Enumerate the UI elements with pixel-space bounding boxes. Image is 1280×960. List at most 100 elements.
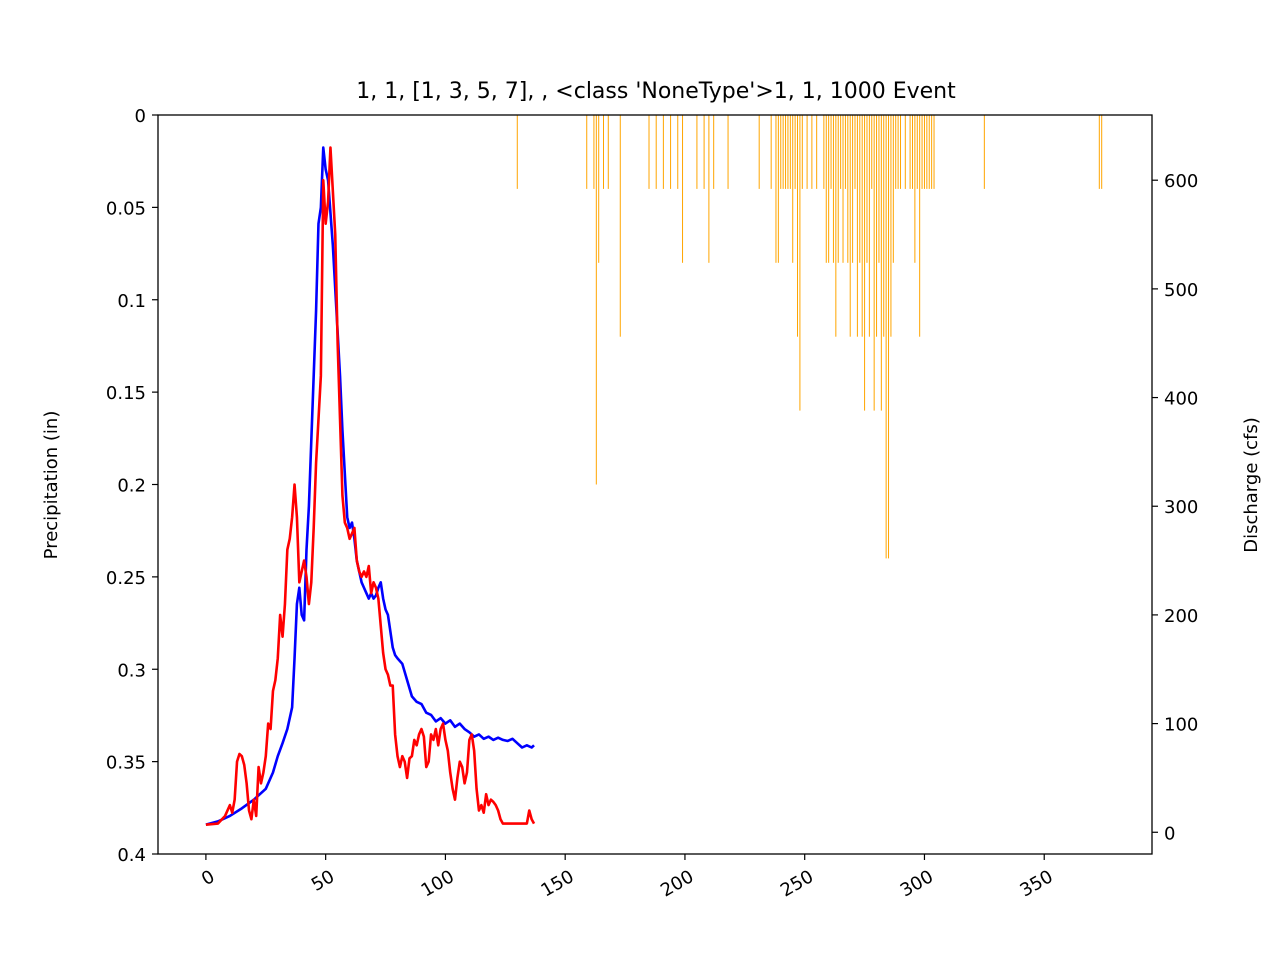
precipitation-bar <box>842 115 844 263</box>
precipitation-bar <box>770 115 772 189</box>
y-left-tick-label: 0.3 <box>117 660 146 681</box>
y-right-tick-label: 200 <box>1164 606 1198 627</box>
precipitation-bar <box>883 115 885 337</box>
precipitation-bar <box>677 115 679 189</box>
precipitation-bar <box>919 115 921 337</box>
precipitation-bar <box>895 115 897 189</box>
precipitation-bar <box>828 115 830 263</box>
y-left-tick-label: 0 <box>135 106 146 127</box>
precipitation-bar <box>595 115 597 485</box>
precipitation-bar <box>873 115 875 411</box>
precipitation-bar <box>928 115 930 189</box>
y-axis-right-label: Discharge (cfs) <box>1241 417 1262 553</box>
precipitation-bar <box>792 115 794 263</box>
precipitation-bar <box>880 115 882 411</box>
precipitation-bar <box>983 115 985 189</box>
precipitation-bar <box>708 115 710 263</box>
y-right-tick-label: 400 <box>1164 389 1198 410</box>
precipitation-bar <box>801 115 803 189</box>
precipitation-bar <box>682 115 684 263</box>
precipitation-bar <box>852 115 854 263</box>
precipitation-bar <box>914 115 916 263</box>
y-left-tick-label: 0.15 <box>106 383 146 404</box>
precipitation-bar <box>926 115 928 189</box>
precipitation-bar <box>840 115 842 189</box>
chart-title: 1, 1, [1, 3, 5, 7], , <class 'NoneType'>… <box>356 79 956 104</box>
y-axis-right: 0 100 200 300 400 500 600 <box>1152 171 1198 844</box>
precipitation-bar <box>777 115 779 263</box>
precipitation-bar <box>670 115 672 189</box>
discharge-series <box>205 146 536 826</box>
precipitation-bar <box>1101 115 1103 189</box>
precipitation-bar <box>890 115 892 337</box>
precipitation-bar <box>885 115 887 559</box>
precipitation-bar <box>586 115 588 189</box>
precipitation-bar <box>806 115 808 189</box>
y-axis-left-label: Precipitation (in) <box>41 411 62 560</box>
y-axis-left: 0 0.05 0.1 0.15 0.2 0.25 0.3 0.35 0.4 <box>106 106 158 866</box>
precipitation-bar <box>923 115 925 189</box>
y-left-tick-label: 0.2 <box>117 476 146 497</box>
y-left-tick-label: 0.25 <box>106 568 146 589</box>
series-line-2 <box>205 146 536 826</box>
precipitation-bar <box>713 115 715 189</box>
precipitation-bar <box>797 115 799 337</box>
precipitation-bar <box>909 115 911 189</box>
precipitation-bar <box>603 115 604 189</box>
precipitation-bar <box>900 115 902 189</box>
y-left-tick-label: 0.05 <box>106 198 146 219</box>
precipitation-bar <box>849 115 851 337</box>
precipitation-bar <box>703 115 705 189</box>
precipitation-bar <box>598 115 600 263</box>
precipitation-bar <box>897 115 899 189</box>
series-line-1 <box>205 146 535 826</box>
precipitation-bar <box>844 115 846 189</box>
precipitation-bar <box>933 115 935 189</box>
precipitation-bar <box>823 115 825 189</box>
precipitation-bar <box>785 115 787 189</box>
precipitation-bar <box>811 115 813 189</box>
precipitation-bar <box>835 115 837 337</box>
precipitation-bar <box>655 115 657 189</box>
precipitation-bar <box>758 115 760 189</box>
y-right-tick-label: 0 <box>1164 823 1175 844</box>
precipitation-bar <box>847 115 849 263</box>
precipitation-bar <box>662 115 664 189</box>
precipitation-bar <box>1098 115 1100 189</box>
precipitation-bar <box>856 115 858 337</box>
precipitation-bar <box>859 115 861 263</box>
precipitation-bar <box>911 115 913 189</box>
precipitation-bar <box>871 115 873 189</box>
precipitation-bar <box>775 115 777 263</box>
precipitation-bar <box>861 115 863 337</box>
precipitation-bar <box>787 115 789 189</box>
precipitation-bar <box>696 115 698 189</box>
precipitation-bar <box>916 115 918 189</box>
precipitation-bar <box>904 115 906 189</box>
precipitation-bar <box>619 115 621 337</box>
y-left-tick-label: 0.1 <box>117 291 146 312</box>
precipitation-bar <box>816 115 818 189</box>
y-right-tick-label: 600 <box>1164 171 1198 192</box>
precipitation-bar <box>866 115 868 263</box>
precipitation-bar <box>782 115 784 189</box>
precipitation-bar <box>794 115 796 189</box>
precipitation-bar <box>825 115 827 263</box>
precipitation-bar <box>830 115 832 189</box>
precipitation-bar <box>876 115 878 337</box>
precipitation-bar <box>607 115 609 189</box>
precipitation-bar <box>727 115 729 189</box>
precipitation-bar <box>892 115 894 263</box>
precipitation-bar <box>931 115 933 189</box>
precipitation-bar <box>921 115 923 189</box>
precipitation-bars <box>516 115 1103 559</box>
precipitation-bar <box>832 115 834 263</box>
precipitation-bar <box>854 115 856 189</box>
precipitation-bar <box>878 115 880 263</box>
y-left-tick-label: 0.35 <box>106 753 146 774</box>
precipitation-bar <box>888 115 890 559</box>
precipitation-bar <box>593 115 595 189</box>
precipitation-bar <box>837 115 839 263</box>
